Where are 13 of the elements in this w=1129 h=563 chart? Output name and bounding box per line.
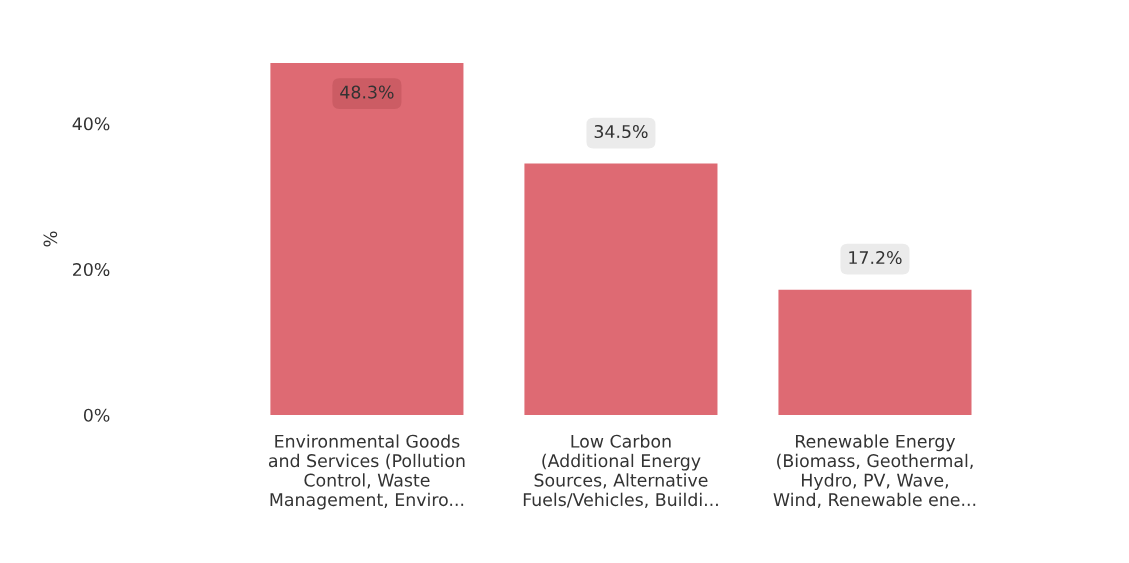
data-label: 34.5% [594,124,648,139]
y-tick-label: 20% [73,262,110,277]
x-tick-label: Low Carbon (Additional Energy Sources, Alternative Fuels/Vehicles, Buildi... [523,434,718,508]
data-label: 17.2% [849,250,902,265]
y-tick-label: 40% [72,117,110,131]
y-axis-title: % [43,231,58,247]
bar [778,289,972,415]
y-tick-label: 0% [83,408,110,422]
bar [270,63,464,415]
x-tick-label: Environmental Goods and Services (Pollution Control, Waste Management, Enviro... [268,434,465,510]
data-label: 48.3% [340,85,394,99]
bar [524,163,718,415]
x-tick-label: Renewable Energy (Biomass, Geothermal, Hydro, PV, Wave, Wind, Renewable ene... [773,434,976,508]
